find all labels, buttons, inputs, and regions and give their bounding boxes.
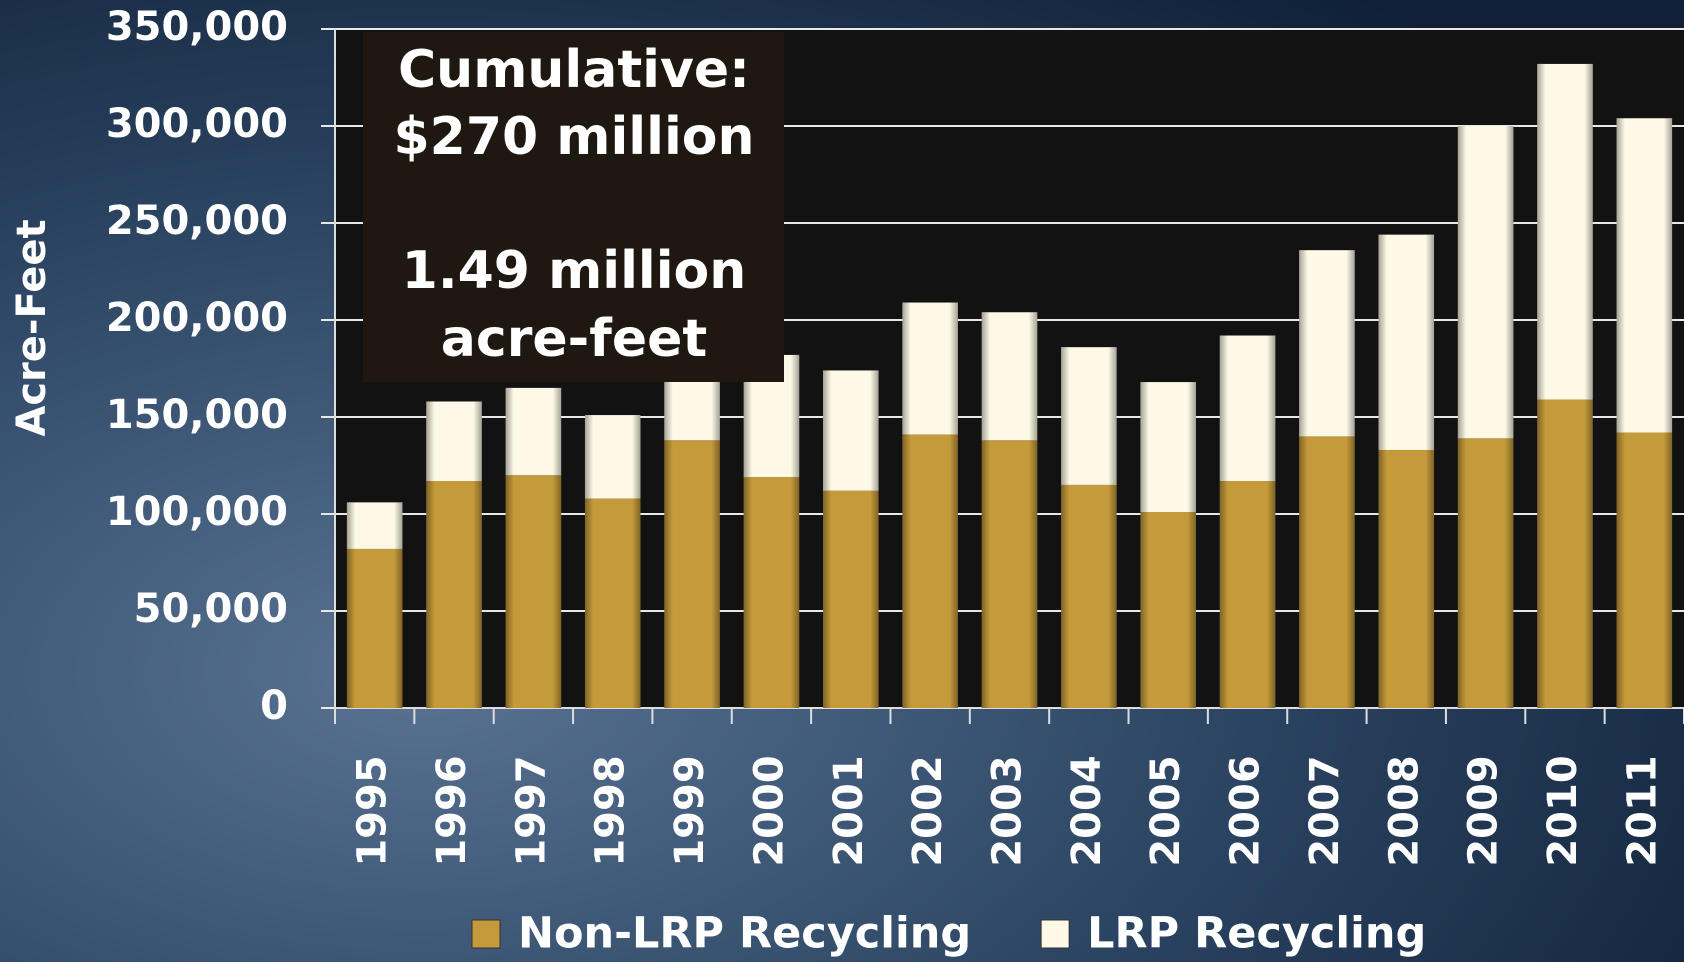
x-tick-label: 2001 <box>826 755 872 866</box>
bar-shade <box>1457 438 1514 708</box>
bar-shade <box>1616 118 1673 433</box>
legend-swatch <box>471 919 501 949</box>
bar-shade <box>981 312 1038 441</box>
y-tick-label: 50,000 <box>134 586 288 632</box>
x-tick-label: 1998 <box>588 755 634 866</box>
bar-shade <box>1219 335 1276 482</box>
annotation: acre-feet <box>441 309 707 369</box>
x-tick-label: 2004 <box>1064 755 1110 866</box>
bar-shade <box>743 477 800 708</box>
x-tick-label: 2010 <box>1540 755 1586 866</box>
x-tick-label: 1999 <box>667 755 713 866</box>
y-tick-label: 350,000 <box>106 4 288 50</box>
bar-shade <box>1061 347 1117 485</box>
bar-shade <box>1140 512 1196 708</box>
bar-shade <box>1140 382 1196 513</box>
x-tick-label: 2008 <box>1381 755 1427 866</box>
x-tick-label: 2009 <box>1461 755 1507 866</box>
x-tick-label: 2002 <box>905 755 951 866</box>
x-tick-label: 2011 <box>1619 755 1665 866</box>
bar-shade <box>1061 484 1117 708</box>
y-tick-label: 300,000 <box>106 101 288 147</box>
y-axis-label: Acre-Feet <box>9 219 55 436</box>
bar-shade <box>1378 234 1435 450</box>
annotation-box <box>363 32 784 382</box>
x-tick-label: 1997 <box>508 755 554 866</box>
bar-shade <box>664 440 720 708</box>
x-tick-label: 2005 <box>1143 755 1189 866</box>
y-tick-label: 100,000 <box>106 489 288 535</box>
annotation: $270 million <box>393 107 754 167</box>
y-tick-label: 250,000 <box>106 198 288 244</box>
bar-shade <box>981 440 1038 708</box>
bar-shade <box>1616 432 1673 708</box>
x-tick-label: 2006 <box>1223 755 1269 866</box>
bar-shade <box>346 502 403 549</box>
bar-shade <box>1299 436 1355 708</box>
bar-shade <box>426 401 482 482</box>
bar-shade <box>1457 126 1514 439</box>
bar-shade <box>823 490 879 708</box>
bar-shade <box>584 498 641 708</box>
y-tick-label: 150,000 <box>106 392 288 438</box>
bar-shade <box>1537 63 1593 400</box>
annotation: Cumulative: <box>398 40 750 100</box>
bar-shade <box>584 415 641 499</box>
x-tick-label: 2007 <box>1302 755 1348 866</box>
y-tick-label: 0 <box>260 683 288 729</box>
legend-label: Non-LRP Recycling <box>518 909 971 959</box>
bar-shade <box>1219 481 1276 708</box>
bar-shade <box>902 302 958 435</box>
x-tick-label: 1995 <box>350 755 396 866</box>
bar-shade <box>426 481 482 708</box>
bar-shade <box>346 548 403 708</box>
legend-label: LRP Recycling <box>1087 909 1426 959</box>
x-tick-label: 1996 <box>429 755 475 866</box>
bar-shade <box>1299 250 1355 437</box>
x-tick-label: 2003 <box>985 755 1031 866</box>
x-tick-label: 2000 <box>746 755 792 866</box>
bar-shade <box>505 387 562 476</box>
bar-shade <box>1537 399 1593 708</box>
bar-shade <box>823 370 879 491</box>
bar-shade <box>1378 449 1435 708</box>
annotation: 1.49 million <box>402 241 747 301</box>
legend-swatch <box>1040 919 1070 949</box>
bar-shade <box>505 475 562 708</box>
bar-shade <box>902 434 958 708</box>
y-tick-label: 200,000 <box>106 295 288 341</box>
